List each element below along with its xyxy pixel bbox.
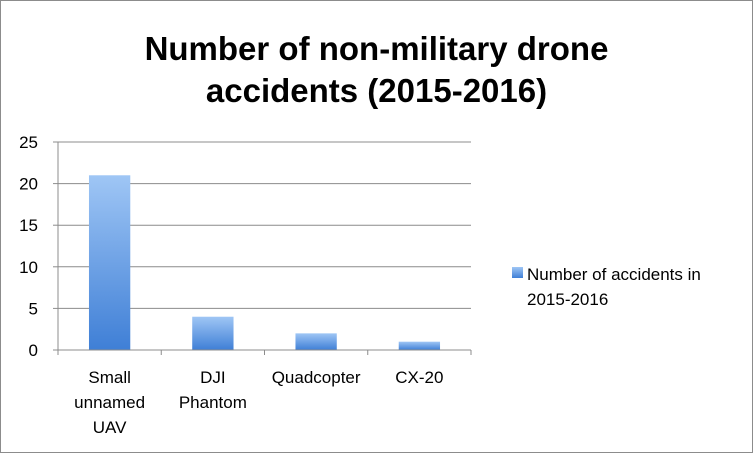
chart-title: Number of non-military drone accidents (… [0,28,753,112]
y-tick-label: 0 [29,341,38,360]
x-category-label: unnamed [74,393,145,412]
legend-label-line-1: Number of accidents in [527,265,701,284]
y-tick-label: 10 [19,258,38,277]
x-category-label: Small [88,368,131,387]
y-tick-label: 20 [19,175,38,194]
bar [192,316,234,350]
y-tick-label: 5 [29,299,38,318]
legend-label-line-2: 2015-2016 [527,290,609,309]
legend: Number of accidents in 2015-2016 [512,262,742,312]
axes [53,141,472,355]
bars [88,175,441,350]
y-tick-label: 15 [19,216,38,235]
bar [398,341,441,350]
legend-label: Number of accidents in 2015-2016 [512,262,742,312]
x-category-label: Phantom [179,393,247,412]
chart-title-line-2: accidents (2015-2016) [205,72,548,109]
y-tick-labels: 0 5 10 15 20 25 [19,133,38,360]
x-category-label: CX-20 [395,368,443,387]
bar [295,333,337,350]
x-category-label: DJI [200,368,226,387]
legend-swatch [512,267,523,278]
bar [88,175,131,350]
x-category-label: Quadcopter [272,368,361,387]
x-category-label: UAV [93,418,127,437]
chart-title-line-1: Number of non-military drone [144,30,609,67]
y-tick-label: 25 [19,133,38,152]
x-category-labels: Small unnamed UAV DJI Phantom Quadcopter CX-20 [74,368,443,437]
